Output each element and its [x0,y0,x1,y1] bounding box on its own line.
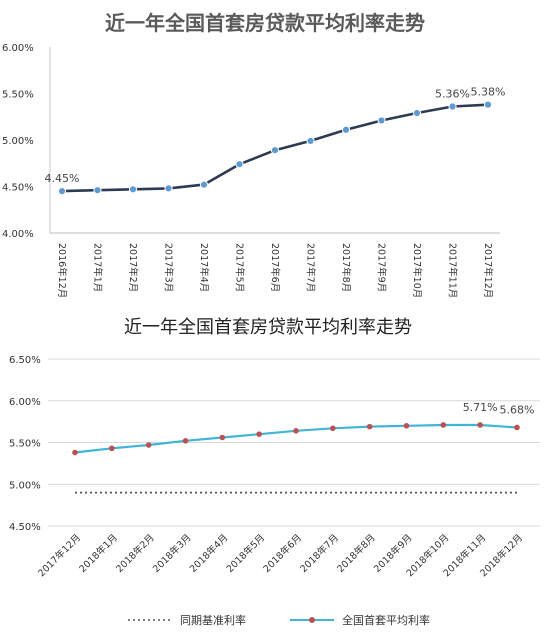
chart-1-point [270,146,280,155]
chart-2-grid [48,358,540,527]
chart-1-x-tick-label: 2017年1月 [92,243,104,292]
chart-2-x-tick-label: 2018年8月 [334,532,377,575]
chart-1-y-tick-label: 4.00% [2,229,34,240]
chart-1-point [164,184,173,193]
chart-1-data-label: 5.36% [435,88,470,101]
chart-1-data-label: 5.38% [471,86,506,99]
chart-2-point [403,423,410,429]
chart-2-x-tick-label: 2018年1月 [77,532,120,575]
chart-1-y-tick-label: 4.50% [2,183,34,194]
chart-1-data-label: 4.45% [45,172,80,185]
chart-1-x-tick-label: 2017年12月 [482,243,494,298]
chart-2-point [514,424,520,431]
chart-2-x-ticks: 2017年12月2018年1月2018年2月2018年3月2018年4月2018… [36,532,526,580]
chart-2-x-tick-label: 2018年2月 [113,532,156,575]
legend-label-average: 全国首套平均利率 [342,613,430,627]
chart-2-y-tick-label: 5.50% [9,439,41,450]
chart-1: 近一年全国首套房贷款平均利率走势 4.00% 4.50% 5.00% 5.50% 6.0… [2,11,505,298]
chart-1-point [448,102,457,111]
chart-2-x-tick-label: 2018年6月 [261,532,304,575]
chart-1-x-tick-label: 2017年3月 [163,243,175,292]
chart-1-point [93,186,102,195]
chart-2-plot: 5.71% 5.68% [72,401,535,494]
chart-1-x-tick-label: 2017年10月 [411,243,423,298]
chart-2-data-label: 5.68% [500,403,535,416]
chart-1-x-tick-label: 2017年5月 [234,243,246,292]
chart-2-point [440,422,447,428]
chart-2-point [256,431,262,437]
legend-swatch-marker [309,617,315,623]
chart-2-point [72,449,78,456]
chart-1-y-ticks: 4.00% 4.50% 5.00% 5.50% 6.00% [2,43,34,240]
chart-1-point [57,187,67,196]
chart-2-y-tick-label: 6.50% [9,355,41,366]
chart-1-y-tick-label: 5.00% [2,136,34,147]
chart-2-x-tick-label: 2017年12月 [36,532,84,580]
chart-2-point [109,445,115,452]
chart-2-data-label: 5.71% [463,401,498,414]
chart-1-point [341,125,351,134]
chart-1-y-tick-label: 6.00% [2,43,34,54]
chart-1-x-tick-label: 2017年8月 [340,243,352,292]
chart-1-title: 近一年全国首套房贷款平均利率走势 [105,11,425,35]
chart-1-point [483,100,493,109]
chart-2-point [366,423,373,430]
chart-1-point [306,136,315,146]
legend-label-benchmark: 同期基准利率 [180,613,246,627]
chart-2-y-tick-label: 4.50% [9,522,41,533]
chart-2-point [182,438,189,444]
chart-1-x-ticks: 2016年12月 2017年1月 2017年2月 2017年3月 2017年4月 2017… [56,243,494,298]
chart-1-x-tick-label: 2017年9月 [376,243,388,292]
chart-1-x-tick-label: 2017年11月 [447,243,459,298]
chart-2-point [145,442,152,448]
chart-2-point [293,428,299,434]
chart-1-x-tick-label: 2016年12月 [56,243,68,298]
chart-1-x-tick-label: 2017年4月 [198,243,210,292]
chart-2-title: 近一年全国首套房贷款平均利率走势 [124,317,412,338]
chart-1-point [128,185,138,194]
chart-2-x-tick-label: 2018年3月 [150,532,193,575]
chart-2-point [330,425,336,432]
chart-1-x-tick-label: 2017年7月 [305,243,317,292]
chart-2-point [477,422,483,428]
chart-1-plot: 4.45% 5.36% 5.38% [45,86,506,196]
chart-2-legend: 同期基准利率 全国首套平均利率 [128,613,430,627]
chart-1-point [377,116,386,125]
chart-2: 近一年全国首套房贷款平均利率走势 4.50% 5.00% 5.50% 6.00% 6.5… [9,317,540,627]
chart-2-y-tick-label: 5.00% [9,480,41,491]
chart-1-point [412,108,422,118]
chart-2-x-tick-label: 2018年7月 [298,532,341,575]
chart-1-point [199,180,209,189]
chart-1-y-tick-label: 5.50% [2,90,34,101]
chart-1-x-tick-label: 2017年2月 [127,243,139,292]
chart-2-y-tick-label: 6.00% [9,397,41,408]
chart-2-y-ticks: 4.50% 5.00% 5.50% 6.00% 6.50% [9,355,41,533]
chart-2-point [219,434,226,441]
chart-2-x-tick-label: 2018年5月 [224,532,267,575]
chart-1-x-tick-label: 2017年6月 [269,243,281,292]
chart-2-x-tick-label: 2018年4月 [187,532,230,575]
chart-1-point [235,160,244,169]
